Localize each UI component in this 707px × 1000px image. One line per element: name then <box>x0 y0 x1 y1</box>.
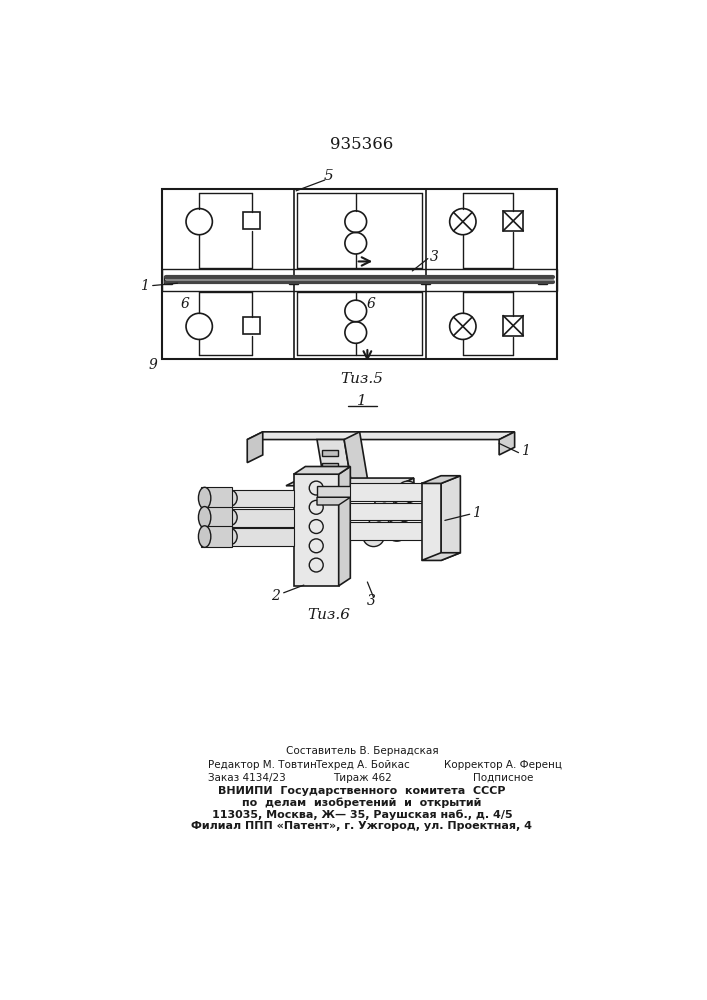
Text: 3: 3 <box>429 250 438 264</box>
Ellipse shape <box>392 500 413 522</box>
Polygon shape <box>317 486 352 497</box>
Text: 9: 9 <box>148 358 157 372</box>
Text: 1: 1 <box>140 279 149 293</box>
Polygon shape <box>398 478 414 497</box>
Polygon shape <box>317 497 351 505</box>
Polygon shape <box>441 476 460 560</box>
Polygon shape <box>421 483 441 560</box>
Bar <box>289 276 298 284</box>
Text: 935366: 935366 <box>330 136 394 153</box>
Text: 6: 6 <box>367 297 375 311</box>
Ellipse shape <box>199 507 211 528</box>
Polygon shape <box>339 466 351 586</box>
Bar <box>538 276 547 284</box>
Bar <box>164 276 173 284</box>
Ellipse shape <box>199 526 211 547</box>
Ellipse shape <box>223 490 237 506</box>
Polygon shape <box>247 432 515 440</box>
Text: Заказ 4134/23: Заказ 4134/23 <box>209 773 286 783</box>
Text: 1: 1 <box>357 394 367 408</box>
Text: 3: 3 <box>367 594 375 608</box>
Ellipse shape <box>368 506 390 527</box>
Polygon shape <box>351 522 445 540</box>
Text: ВНИИПИ  Государственного  комитета  СССР: ВНИИПИ Государственного комитета СССР <box>218 786 506 796</box>
Polygon shape <box>201 487 232 509</box>
Polygon shape <box>421 476 460 483</box>
Text: 113035, Москва, Ж— 35, Раушская наб., д. 4/5: 113035, Москва, Ж— 35, Раушская наб., д.… <box>211 809 513 820</box>
Polygon shape <box>351 503 445 520</box>
Text: 1: 1 <box>521 444 530 458</box>
Text: Техред А. Бойкас: Техред А. Бойкас <box>315 760 409 770</box>
Ellipse shape <box>199 487 211 509</box>
Bar <box>503 316 523 336</box>
Ellipse shape <box>373 487 395 508</box>
Text: Τиз.6: Τиз.6 <box>307 608 350 622</box>
Text: Составитель В. Бернадская: Составитель В. Бернадская <box>286 746 438 756</box>
Bar <box>421 276 430 284</box>
Bar <box>162 189 557 359</box>
Bar <box>503 211 523 231</box>
Polygon shape <box>293 474 339 586</box>
Polygon shape <box>293 466 351 474</box>
Bar <box>243 317 260 334</box>
Polygon shape <box>201 526 232 547</box>
Polygon shape <box>224 509 293 527</box>
Polygon shape <box>224 490 293 507</box>
Polygon shape <box>317 440 352 486</box>
Ellipse shape <box>397 481 419 503</box>
Text: Тираж 462: Тираж 462 <box>332 773 392 783</box>
Bar <box>162 269 557 291</box>
Polygon shape <box>421 553 460 560</box>
Text: Филиал ППП «Патент», г. Ужгород, ул. Проектная, 4: Филиал ППП «Патент», г. Ужгород, ул. Про… <box>192 821 532 831</box>
Ellipse shape <box>386 520 408 541</box>
Text: Подписное: Подписное <box>473 773 533 783</box>
Polygon shape <box>247 432 263 463</box>
Polygon shape <box>351 483 445 501</box>
Bar <box>243 212 260 229</box>
Text: 6: 6 <box>181 297 189 311</box>
Bar <box>322 463 338 470</box>
Polygon shape <box>224 528 293 546</box>
Text: Корректор А. Ференц: Корректор А. Ференц <box>444 760 562 770</box>
Ellipse shape <box>363 525 385 547</box>
Text: по  делам  изобретений  и  открытий: по делам изобретений и открытий <box>243 798 481 808</box>
Polygon shape <box>286 478 414 486</box>
Ellipse shape <box>223 509 237 525</box>
Text: Редактор М. Товтин: Редактор М. Товтин <box>209 760 317 770</box>
Polygon shape <box>344 432 368 486</box>
Polygon shape <box>499 432 515 455</box>
Text: 2: 2 <box>271 589 281 603</box>
Ellipse shape <box>223 528 237 545</box>
Text: 1: 1 <box>472 506 481 520</box>
Text: 5: 5 <box>324 169 334 183</box>
Bar <box>322 450 338 456</box>
Polygon shape <box>201 507 232 528</box>
Text: Τиз.5: Τиз.5 <box>341 372 383 386</box>
